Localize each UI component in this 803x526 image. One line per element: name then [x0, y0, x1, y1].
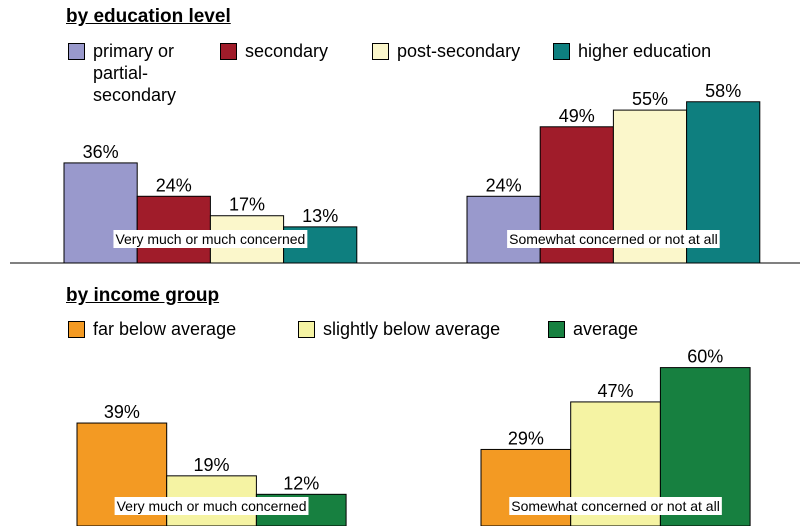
legend-item: post-secondary [372, 40, 520, 62]
value-label: 36% [83, 142, 119, 162]
legend-label: secondary [245, 41, 329, 61]
legend-swatch [68, 43, 85, 60]
legend-item: average [548, 318, 638, 340]
legend-label: post-secondary [397, 41, 521, 61]
legend-label: primary or partial-secondary [93, 41, 177, 105]
category-label-bg [113, 230, 308, 248]
bar [136, 195, 211, 264]
chart-title: by income group [66, 285, 220, 306]
category-label: Very much or much concerned [117, 498, 307, 514]
value-label: 19% [194, 455, 230, 475]
legend-label: higher education [578, 41, 712, 61]
value-label: 13% [302, 206, 338, 226]
legend-label: average [573, 319, 639, 339]
legend-item: primary or partial-secondary [68, 40, 223, 106]
legend-swatch [220, 43, 237, 60]
category-label-bg [114, 497, 309, 515]
legend-item: far below average [68, 318, 236, 340]
category-label: Somewhat concerned or not at all [511, 498, 720, 514]
value-label: 60% [687, 347, 723, 367]
legend-label: slightly below average [323, 319, 501, 339]
category-label-bg [507, 230, 720, 248]
category-label: Very much or much concerned [115, 231, 305, 247]
value-label: 24% [156, 175, 192, 195]
value-label: 58% [705, 81, 741, 101]
legend-swatch [548, 321, 565, 338]
value-label: 39% [104, 402, 140, 422]
value-label: 47% [598, 381, 634, 401]
legend-item: slightly below average [298, 318, 500, 340]
legend-item: secondary [220, 40, 328, 62]
value-label: 55% [632, 89, 668, 109]
category-label: Somewhat concerned or not at all [509, 231, 718, 247]
value-label: 12% [283, 473, 319, 493]
value-label: 49% [559, 106, 595, 126]
legend-swatch [298, 321, 315, 338]
chart-title: by education level [66, 6, 231, 27]
legend-label: far below average [93, 319, 237, 339]
legend-swatch [68, 321, 85, 338]
value-label: 17% [229, 195, 265, 215]
legend-swatch [553, 43, 570, 60]
category-label-bg [509, 497, 722, 515]
value-label: 24% [486, 175, 522, 195]
legend-swatch [372, 43, 389, 60]
legend-item: higher education [553, 40, 711, 62]
bar [466, 195, 541, 264]
value-label: 29% [508, 428, 544, 448]
